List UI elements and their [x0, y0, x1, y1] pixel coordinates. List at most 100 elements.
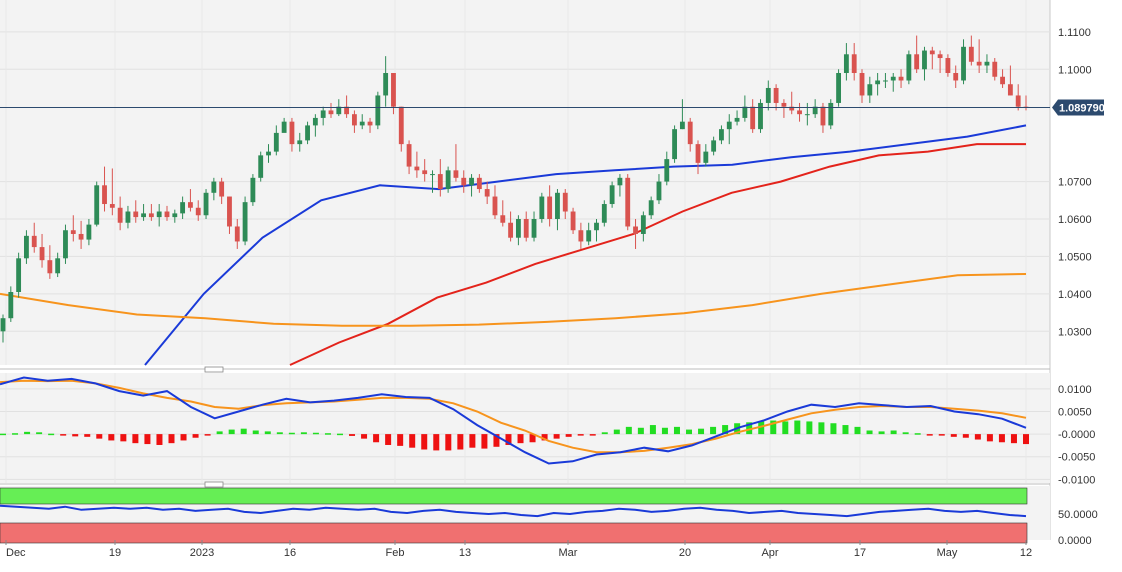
candle[interactable] — [937, 50, 943, 73]
candle[interactable] — [781, 99, 787, 118]
candle[interactable] — [414, 151, 420, 178]
candle[interactable] — [430, 170, 435, 193]
candle[interactable] — [898, 69, 904, 88]
candle[interactable] — [47, 245, 53, 279]
candle[interactable] — [617, 174, 623, 197]
candle[interactable] — [555, 189, 560, 231]
candle[interactable] — [640, 211, 646, 242]
candle[interactable] — [562, 189, 568, 219]
candle[interactable] — [734, 110, 740, 126]
candle[interactable] — [773, 84, 779, 111]
candle[interactable] — [1000, 69, 1005, 88]
candle[interactable] — [789, 91, 795, 115]
candle[interactable] — [273, 125, 279, 156]
candle[interactable] — [117, 196, 123, 231]
candle[interactable] — [656, 174, 662, 205]
candle[interactable] — [492, 185, 498, 219]
candle[interactable] — [922, 46, 927, 81]
candle[interactable] — [875, 73, 881, 96]
candle[interactable] — [172, 209, 178, 223]
candle[interactable] — [625, 174, 631, 231]
candle[interactable] — [797, 102, 802, 122]
candle[interactable] — [367, 117, 373, 133]
candle[interactable] — [508, 211, 514, 242]
candle[interactable] — [250, 174, 256, 206]
candle[interactable] — [63, 224, 68, 264]
candle[interactable] — [141, 204, 146, 221]
candle[interactable] — [601, 200, 607, 227]
candle[interactable] — [148, 204, 154, 221]
candle[interactable] — [234, 219, 240, 249]
candle[interactable] — [0, 314, 6, 343]
candle[interactable] — [133, 200, 139, 223]
candle[interactable] — [125, 205, 131, 229]
candle[interactable] — [945, 54, 951, 77]
candle[interactable] — [984, 54, 990, 73]
candle[interactable] — [422, 159, 428, 182]
candle[interactable] — [39, 233, 45, 268]
candle[interactable] — [867, 76, 873, 103]
candle[interactable] — [570, 207, 576, 234]
macd-oscillator-divider[interactable] — [0, 481, 1050, 488]
candle[interactable] — [711, 136, 717, 156]
candle[interactable] — [648, 196, 654, 219]
candle[interactable] — [539, 192, 545, 223]
candle[interactable] — [953, 65, 959, 88]
candle[interactable] — [929, 46, 935, 70]
candle[interactable] — [195, 200, 201, 221]
candle[interactable] — [531, 211, 537, 242]
candle[interactable] — [703, 144, 709, 167]
candle[interactable] — [843, 43, 849, 81]
candle[interactable] — [242, 196, 248, 246]
candle[interactable] — [1007, 65, 1013, 96]
candle[interactable] — [609, 181, 615, 208]
candle[interactable] — [445, 166, 451, 193]
candle[interactable] — [94, 181, 100, 227]
candle[interactable] — [836, 69, 842, 107]
candle[interactable] — [437, 159, 443, 197]
candle[interactable] — [266, 144, 271, 163]
candle[interactable] — [453, 144, 459, 182]
candle[interactable] — [398, 106, 404, 152]
candle[interactable] — [594, 219, 599, 242]
candle[interactable] — [24, 230, 29, 264]
candle[interactable] — [219, 177, 225, 205]
candle[interactable] — [258, 151, 264, 182]
candle[interactable] — [102, 166, 107, 212]
candle[interactable] — [227, 196, 232, 234]
candle[interactable] — [16, 252, 22, 298]
panel-dividers[interactable] — [0, 366, 1050, 488]
candle[interactable] — [281, 117, 287, 133]
candle[interactable] — [664, 151, 670, 186]
candle[interactable] — [906, 50, 912, 85]
candle[interactable] — [828, 99, 834, 130]
candle[interactable] — [211, 177, 217, 201]
candle[interactable] — [375, 91, 381, 130]
candle[interactable] — [695, 140, 701, 175]
candle[interactable] — [320, 106, 326, 126]
candle[interactable] — [344, 95, 350, 118]
candle[interactable] — [992, 58, 998, 81]
candle[interactable] — [70, 215, 76, 242]
candle[interactable] — [164, 205, 170, 221]
candle[interactable] — [961, 39, 966, 85]
candle[interactable] — [180, 196, 186, 219]
candle[interactable] — [289, 117, 295, 152]
candle[interactable] — [500, 200, 506, 227]
candle[interactable] — [406, 140, 412, 175]
candle[interactable] — [305, 121, 310, 145]
candle[interactable] — [297, 132, 303, 152]
candle[interactable] — [726, 114, 732, 145]
candle[interactable] — [742, 95, 748, 122]
candle[interactable] — [859, 69, 865, 103]
candle[interactable] — [812, 99, 818, 118]
candle[interactable] — [383, 56, 389, 107]
candle[interactable] — [351, 110, 357, 133]
candle[interactable] — [719, 125, 724, 145]
candle[interactable] — [750, 99, 756, 133]
candle[interactable] — [765, 80, 771, 111]
candle[interactable] — [976, 39, 982, 73]
candle[interactable] — [328, 102, 334, 118]
candle[interactable] — [804, 102, 810, 126]
candle[interactable] — [687, 117, 693, 152]
